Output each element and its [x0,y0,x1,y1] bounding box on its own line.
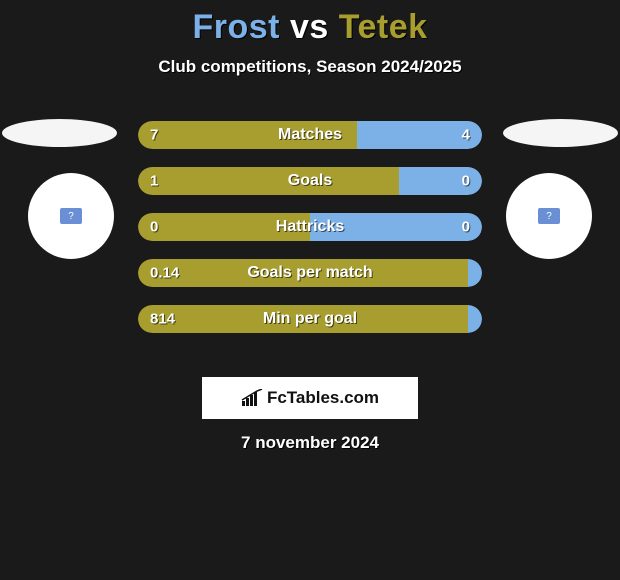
stat-value-left: 0.14 [150,265,179,282]
stat-value-right: 0 [462,173,470,190]
brand-text: FcTables.com [267,388,379,408]
stat-value-right: 4 [462,127,470,144]
player2-flag-icon: ? [538,208,560,224]
stat-value-left: 814 [150,311,175,328]
brand-chart-icon [241,389,263,407]
stat-value-left: 7 [150,127,158,144]
brand-box: FcTables.com [202,377,418,419]
stat-value-left: 1 [150,173,158,190]
player1-flag-icon: ? [60,208,82,224]
comparison-title: Frost vs Tetek [0,0,620,47]
stat-bar-left [138,167,399,195]
stat-row: 0 0 Hattricks [138,213,482,241]
stat-bar-right [468,259,482,287]
player1-avatar: ? [28,173,114,259]
stat-row: 814 Min per goal [138,305,482,333]
stat-value-left: 0 [150,219,158,236]
stat-metric-label: Matches [278,126,342,144]
stat-row: 7 4 Matches [138,121,482,149]
stat-metric-label: Goals per match [247,264,372,282]
vs-label: vs [290,8,329,46]
player1-shadow [2,119,117,147]
stat-bar-right [468,305,482,333]
subtitle: Club competitions, Season 2024/2025 [0,57,620,77]
stat-row: 0.14 Goals per match [138,259,482,287]
comparison-arena: ? ? 7 4 Matches 1 0 Goals 0 0 Hattricks 0.14 Goals… [0,107,620,357]
stat-row: 1 0 Goals [138,167,482,195]
date-label: 7 november 2024 [0,433,620,453]
player1-name: Frost [192,8,280,46]
player2-shadow [503,119,618,147]
stat-rows: 7 4 Matches 1 0 Goals 0 0 Hattricks 0.14 Goals per… [138,121,482,333]
stat-metric-label: Goals [288,172,332,190]
stat-metric-label: Min per goal [263,310,357,328]
stat-value-right: 0 [462,219,470,236]
player2-name: Tetek [339,8,428,46]
player2-avatar: ? [506,173,592,259]
stat-metric-label: Hattricks [276,218,344,236]
